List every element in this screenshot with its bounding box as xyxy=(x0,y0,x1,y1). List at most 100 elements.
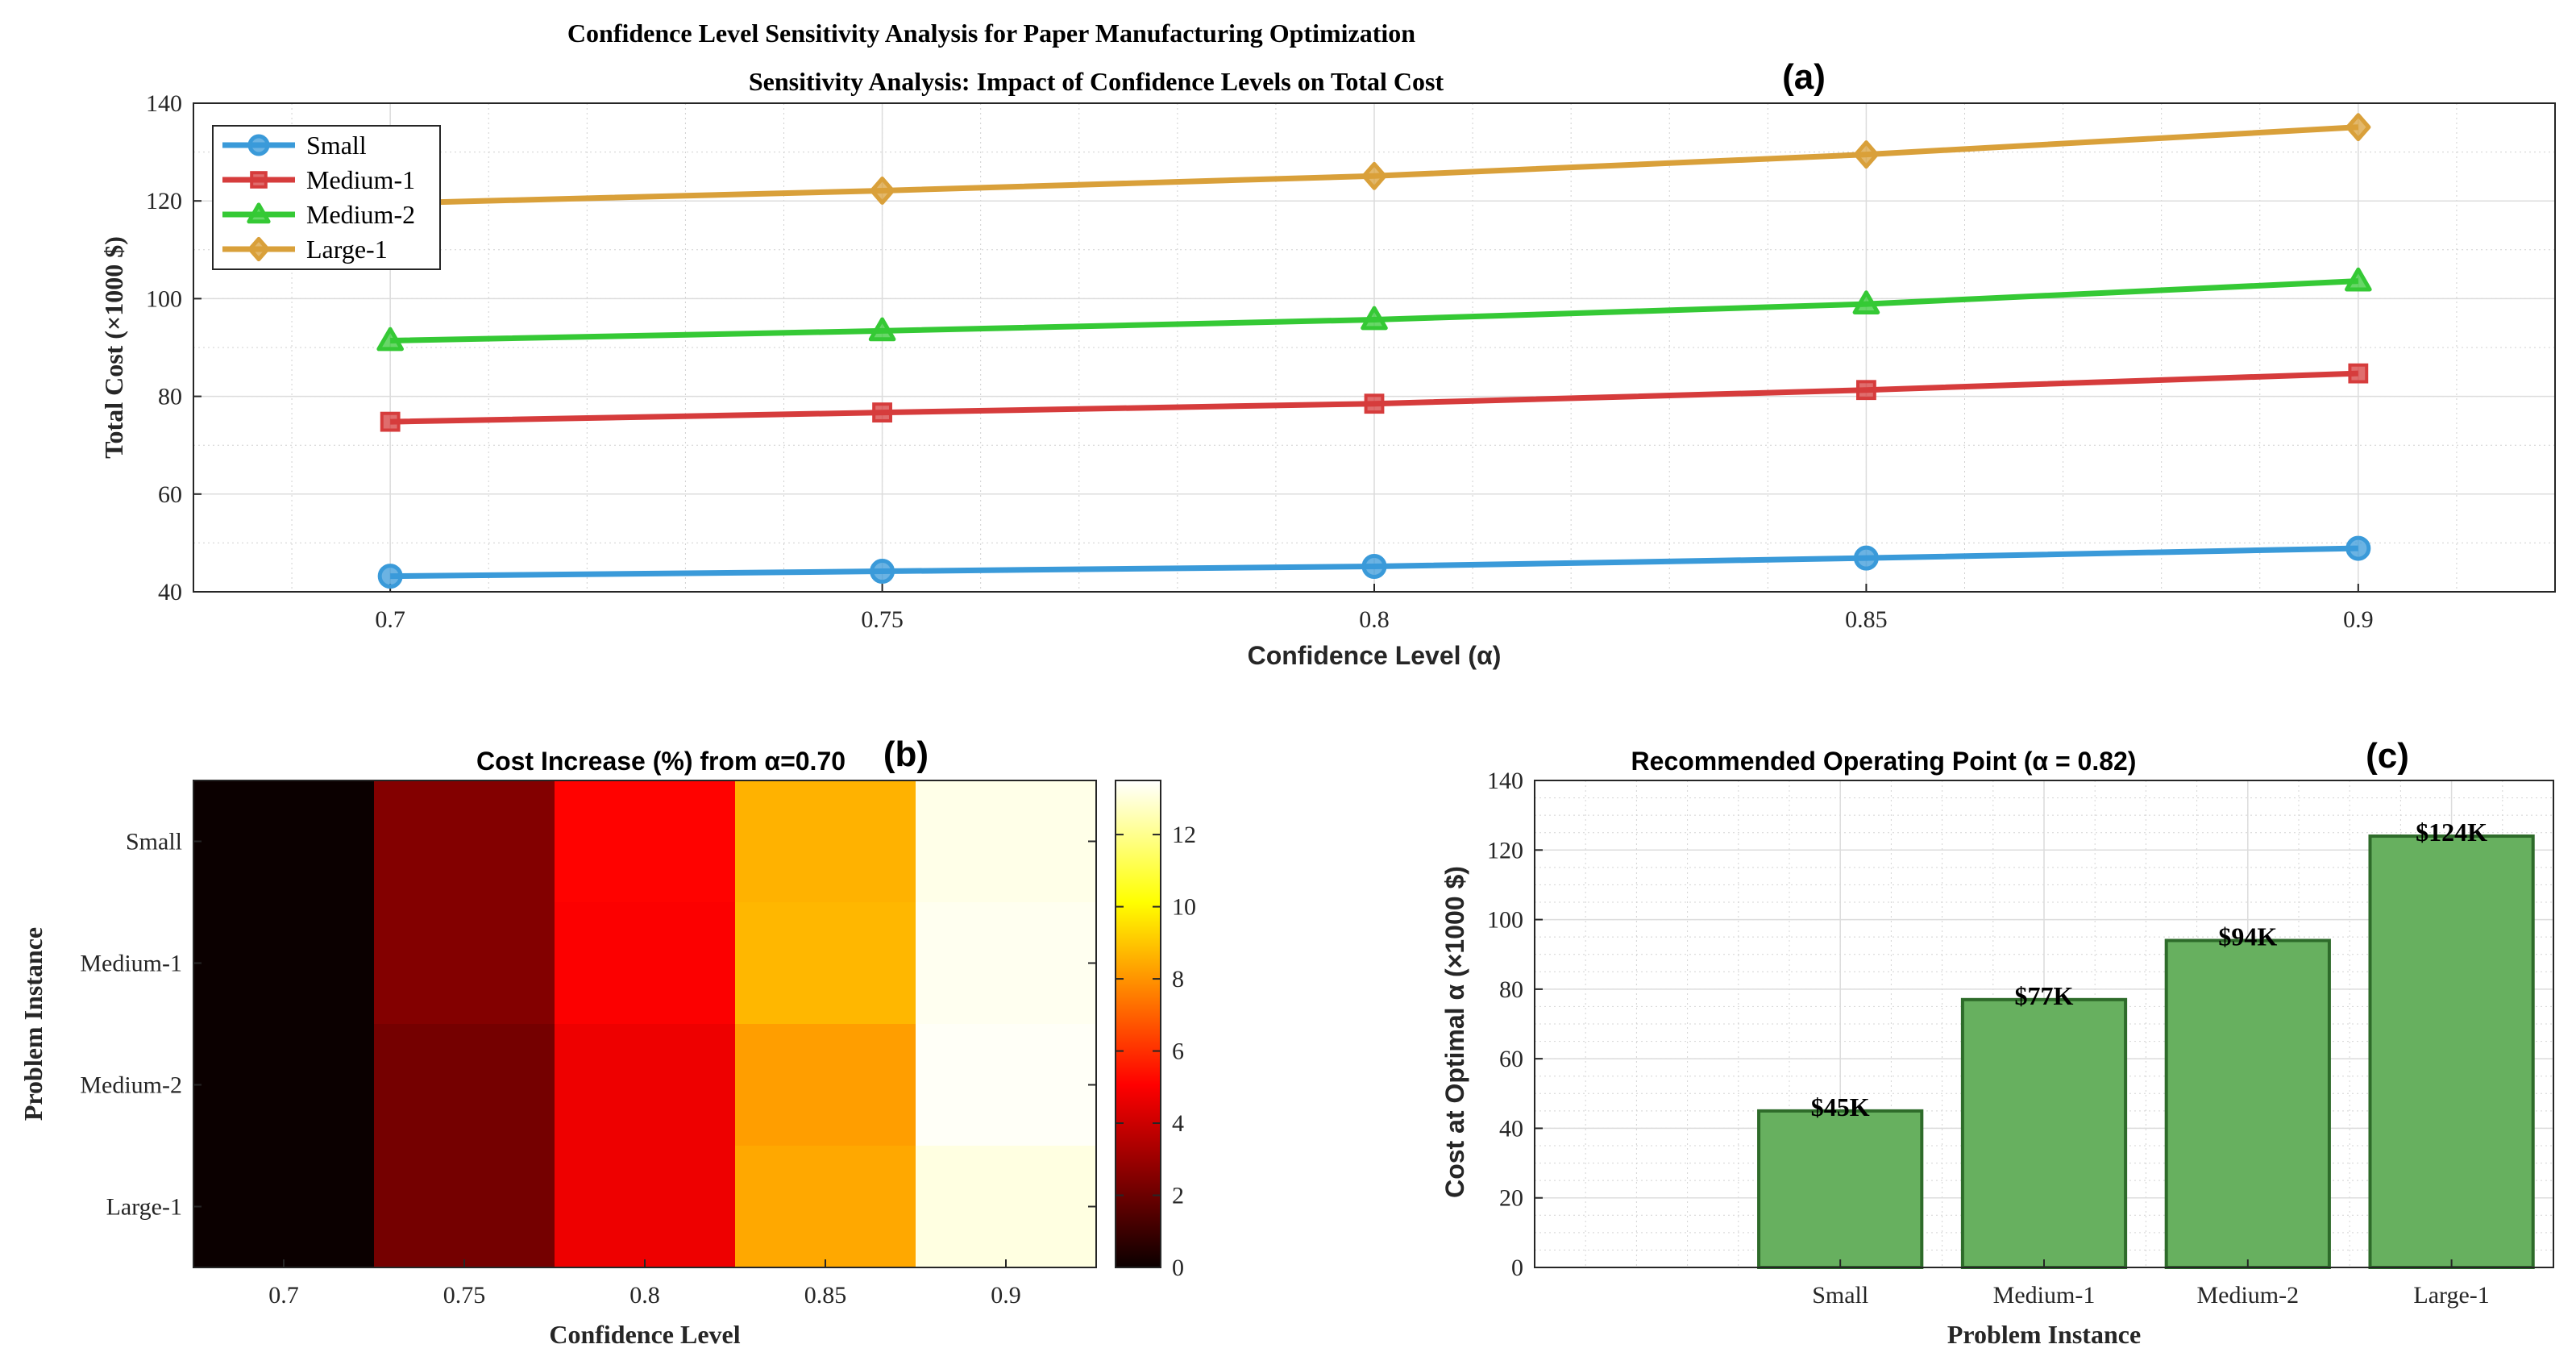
y-tick-label: 140 xyxy=(1487,768,1523,794)
bar-medium-1 xyxy=(1960,997,2128,1270)
panel-c-bars: $45K $77K $94K $124K xyxy=(1757,818,2535,1270)
colorbar-tick-label: 8 xyxy=(1172,966,1184,993)
data-point xyxy=(870,559,895,585)
panel-a-legend: Small Medium-1 Medium-2 Large-1 xyxy=(212,125,441,270)
data-point xyxy=(1856,380,1876,401)
y-tick-label: Large-1 xyxy=(106,1194,182,1221)
bar-small xyxy=(1757,1109,1924,1270)
x-tick-label: 0.7 xyxy=(375,606,405,633)
y-tick-label: 100 xyxy=(146,285,182,312)
data-point xyxy=(1853,140,1879,169)
colorbar-tick-label: 2 xyxy=(1172,1183,1184,1209)
x-tick-label: 0.9 xyxy=(2343,606,2374,633)
x-tick-label: Medium-2 xyxy=(2196,1282,2299,1309)
panel-a-tag: (a) xyxy=(1782,57,1826,97)
panel-c-title: Recommended Operating Point (α = 0.82) xyxy=(1631,747,2137,776)
data-point xyxy=(1852,290,1880,314)
data-point xyxy=(1361,161,1387,190)
figure-suptitle: Confidence Level Sensitivity Analysis fo… xyxy=(567,19,1415,48)
x-tick-label: 0.7 xyxy=(268,1282,299,1309)
heatmap-cell xyxy=(916,780,1097,903)
heatmap-cell xyxy=(916,902,1097,1025)
panel-a-xlabel: Confidence Level (α) xyxy=(1248,641,1502,670)
heatmap-cell xyxy=(374,780,555,903)
heatmap-cell xyxy=(735,1146,916,1268)
heatmap-cell xyxy=(193,780,375,903)
x-tick-label: 0.75 xyxy=(443,1282,486,1309)
legend-label: Small xyxy=(306,131,367,160)
y-tick-label: Medium-1 xyxy=(80,951,182,977)
panel-b-colorbar xyxy=(1115,780,1161,1268)
series-small xyxy=(377,535,2371,589)
data-point xyxy=(868,317,896,342)
heatmap-cell xyxy=(193,902,375,1025)
data-point xyxy=(376,327,404,352)
panel-b-xlabel: Confidence Level xyxy=(549,1320,740,1349)
heatmap-cell xyxy=(193,1146,375,1268)
colorbar-tick-label: 4 xyxy=(1172,1110,1184,1137)
colorbar-tick-label: 0 xyxy=(1172,1255,1184,1281)
series-large-1 xyxy=(377,113,2371,218)
legend-marker xyxy=(247,202,271,224)
y-tick-label: 120 xyxy=(146,188,182,214)
heatmap-cell xyxy=(374,902,555,1025)
panel-c-ylabel: Cost at Optimal α (×1000 $) xyxy=(1440,866,1469,1198)
panel-a-ylabel: Total Cost (×1000 $) xyxy=(99,236,128,459)
data-point xyxy=(870,177,895,205)
panel-c-ticks: Small Medium-1 Medium-2 Large-1 0 20 40 60 80 100… xyxy=(1487,768,2490,1309)
series-medium-1 xyxy=(380,363,2369,432)
bar-medium-2 xyxy=(2164,938,2331,1269)
bar-value-label: $94K xyxy=(2218,922,2277,951)
data-point xyxy=(2345,113,2371,142)
panel-b-ylabel: Problem Instance xyxy=(19,927,48,1121)
heatmap-cell xyxy=(555,902,736,1025)
panel-a-ticks: 0.7 0.75 0.8 0.85 0.9 40 60 80 100 120 140 xyxy=(146,90,2374,633)
y-tick-label: Small xyxy=(126,829,182,855)
legend-marker xyxy=(247,134,270,156)
panel-c-tag: (c) xyxy=(2366,736,2409,776)
x-tick-label: Large-1 xyxy=(2413,1282,2489,1309)
x-tick-label: 0.85 xyxy=(1845,606,1888,633)
bar-value-label: $45K xyxy=(1811,1092,1870,1122)
data-point xyxy=(2348,363,2369,384)
legend-label: Medium-1 xyxy=(306,165,415,194)
y-tick-label: 40 xyxy=(158,579,182,606)
heatmap-cell xyxy=(735,902,916,1025)
bar-large-1 xyxy=(2368,834,2535,1269)
heatmap-cell xyxy=(916,1146,1097,1268)
x-tick-label: Small xyxy=(1812,1282,1868,1309)
panel-a-title: Sensitivity Analysis: Impact of Confiden… xyxy=(749,67,1444,96)
panel-b-tag: (b) xyxy=(883,735,929,774)
data-point xyxy=(377,564,403,589)
y-tick-label: 40 xyxy=(1499,1115,1523,1142)
heatmap-cell xyxy=(916,1024,1097,1147)
data-point xyxy=(872,402,892,422)
bar-value-label: $124K xyxy=(2416,818,2487,847)
heatmap-cell xyxy=(374,1024,555,1147)
x-tick-label: 0.8 xyxy=(1359,606,1390,633)
data-point xyxy=(2345,267,2372,292)
panel-b-colorbar-ticks: 0 2 4 6 8 10 12 xyxy=(1116,822,1196,1281)
y-tick-label: 140 xyxy=(146,90,182,117)
x-tick-label: 0.85 xyxy=(804,1282,847,1309)
y-tick-label: 80 xyxy=(158,384,182,410)
y-tick-label: 0 xyxy=(1511,1255,1523,1281)
y-tick-label: Medium-2 xyxy=(80,1072,182,1099)
y-tick-label: 20 xyxy=(1499,1185,1523,1212)
heatmap-cell xyxy=(555,1146,736,1268)
data-point xyxy=(2345,535,2371,561)
heatmap-cell xyxy=(374,1146,555,1268)
panel-c-xlabel: Problem Instance xyxy=(1947,1320,2141,1349)
colorbar-tick-label: 12 xyxy=(1172,822,1196,848)
panel-b-ticks: 0.7 0.75 0.8 0.85 0.9 Small Medium-1 Medium-2 La… xyxy=(80,829,1096,1309)
data-point xyxy=(1364,393,1385,414)
panel-b-heatmap: Cost Increase (%) from α=0.70 (b) 0.7 0.7… xyxy=(19,735,1196,1349)
legend-label: Large-1 xyxy=(306,235,388,264)
panel-c-bar-chart: Recommended Operating Point (α = 0.82) (… xyxy=(1440,736,2554,1349)
series-medium-2 xyxy=(376,267,2372,352)
data-point xyxy=(1853,545,1879,571)
data-point xyxy=(1361,553,1387,579)
heatmap-cell xyxy=(735,780,916,903)
heatmap-cell xyxy=(193,1024,375,1147)
